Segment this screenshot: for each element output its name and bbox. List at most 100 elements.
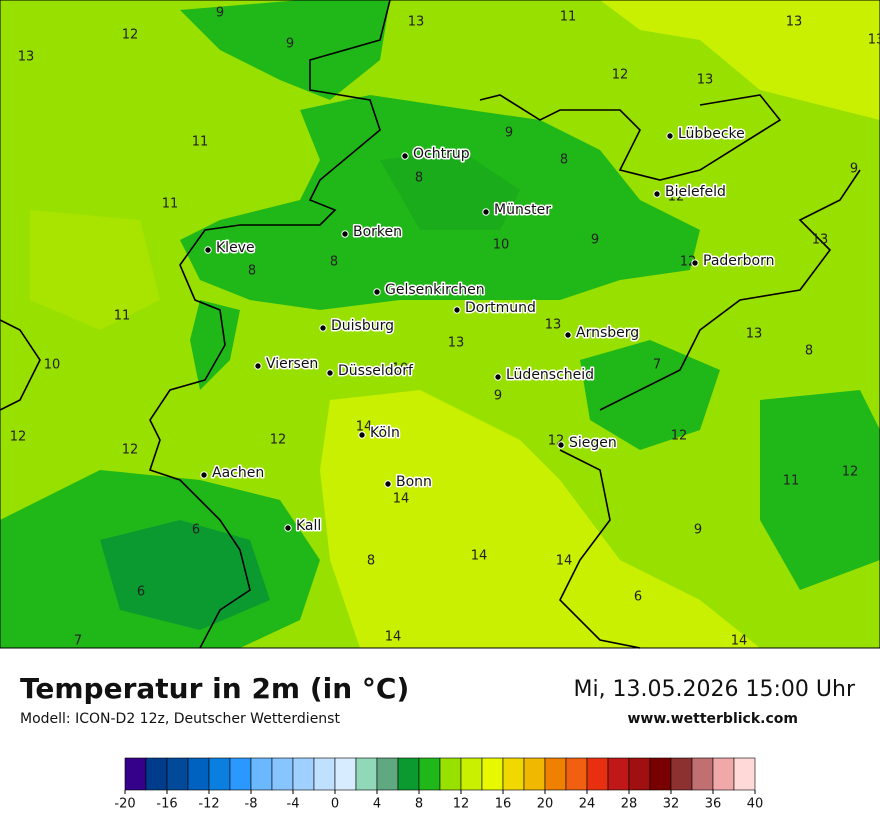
footer: Temperatur in 2m (in °C) Modell: ICON-D2… xyxy=(20,672,856,727)
city-dot xyxy=(200,471,208,479)
temperature-label: 12 xyxy=(680,255,697,270)
borders xyxy=(0,0,861,649)
title: Temperatur in 2m (in °C) xyxy=(20,672,409,705)
temperature-label: 11 xyxy=(783,474,800,489)
city-dot xyxy=(373,288,381,296)
temperature-label: 12 xyxy=(10,430,27,445)
date: Mi, 13.05.2026 15:00 Uhr xyxy=(573,677,855,702)
temperature-label: 9 xyxy=(494,389,502,404)
temperature-label: 14 xyxy=(471,549,488,564)
city-dot xyxy=(358,431,366,439)
temperature-label: 11 xyxy=(560,10,577,25)
city-label: Lüdenscheid xyxy=(506,367,594,383)
colorbar-tick-label: -20 xyxy=(114,797,135,812)
colorbar-bin xyxy=(229,757,252,791)
colorbar-bin xyxy=(250,757,273,791)
city-label: Duisburg xyxy=(331,318,394,334)
map-layer: 9 13 11 13 13 12 9 13 12 13 11 9 8 8 9 11 12 10 9 13 8 8 12 11 1… xyxy=(10,6,880,649)
colorbar-tick-label: 4 xyxy=(373,797,381,812)
temperature-label: 13 xyxy=(812,233,829,248)
temperature-label: 14 xyxy=(385,630,402,645)
website: www.wetterblick.com xyxy=(628,711,799,727)
colorbar-bin xyxy=(712,757,735,791)
city-label: Arnsberg xyxy=(576,325,639,341)
colorbar-bin xyxy=(271,757,294,791)
temperature-label: 12 xyxy=(270,433,287,448)
colorbar-bin xyxy=(544,757,567,791)
colorbar-bin xyxy=(460,757,483,791)
city-dot xyxy=(494,373,502,381)
city-label: Bielefeld xyxy=(665,184,726,200)
city-label: Düsseldorf xyxy=(338,363,414,379)
colorbar-bin xyxy=(124,757,147,791)
colorbar-bin xyxy=(670,757,693,791)
temperature-label: 13 xyxy=(448,336,465,351)
colorbar: -20 -16 -12 -8 -4 0 4 8 12 16 20 24 28 32 36 40 xyxy=(114,757,764,812)
city-label: Ochtrup xyxy=(413,146,470,162)
temperature-label: 14 xyxy=(556,554,573,569)
temperature-label: 8 xyxy=(560,153,568,168)
temperature-label: 12 xyxy=(842,465,859,480)
colorbar-tick-label: 16 xyxy=(495,797,512,812)
city-label: Gelsenkirchen xyxy=(385,282,485,298)
subtitle: Modell: ICON-D2 12z, Deutscher Wetterdie… xyxy=(20,711,340,727)
colorbar-tick-label: -4 xyxy=(287,797,300,812)
city-dot xyxy=(691,259,699,267)
temperature-label: 12 xyxy=(122,28,139,43)
colorbar-bin xyxy=(523,757,546,791)
temperature-label: 13 xyxy=(786,15,803,30)
city-label: Bonn xyxy=(396,474,432,490)
colorbar-tick-label: -16 xyxy=(156,797,177,812)
city-dot xyxy=(401,152,409,160)
temperature-label: 8 xyxy=(415,171,423,186)
colorbar-bin xyxy=(376,757,399,791)
city-dot xyxy=(326,369,334,377)
colorbar-bin xyxy=(733,757,756,791)
temperature-label: 14 xyxy=(731,634,748,649)
colorbar-bin xyxy=(586,757,609,791)
colorbar-bin xyxy=(208,757,231,791)
colorbar-bin xyxy=(607,757,630,791)
temperature-label: 13 xyxy=(408,15,425,30)
colorbar-tick-label: 36 xyxy=(705,797,722,812)
map-frame xyxy=(0,0,880,649)
temperature-label: 9 xyxy=(591,233,599,248)
temperature-label: 7 xyxy=(653,358,661,373)
temperature-label: 14 xyxy=(356,420,373,435)
city-label: Münster xyxy=(494,202,551,218)
colorbar-tick-label: 32 xyxy=(663,797,680,812)
city-dot xyxy=(653,190,661,198)
temperature-label: 14 xyxy=(393,492,410,507)
colorbar-bin xyxy=(166,757,189,791)
city-label: Kall xyxy=(296,518,321,534)
temperature-label: 13 xyxy=(868,33,880,48)
temperature-label: 12 xyxy=(668,190,685,205)
temperature-label: 10 xyxy=(44,358,61,373)
temperature-label: 8 xyxy=(367,554,375,569)
city-label: Viersen xyxy=(266,356,318,372)
city-label: Borken xyxy=(353,224,402,240)
colorbar-tick-label: 40 xyxy=(747,797,764,812)
city-label: Lübbecke xyxy=(678,126,745,142)
temperature-label: 8 xyxy=(805,344,813,359)
temperature-label: 9 xyxy=(505,126,513,141)
temperature-label: 13 xyxy=(18,50,35,65)
temperature-label: 9 xyxy=(850,162,858,177)
colorbar-bin xyxy=(565,757,588,791)
city-label: Aachen xyxy=(212,465,264,481)
colorbar-tick-label: 28 xyxy=(621,797,638,812)
colorbar-tick-label: 20 xyxy=(537,797,554,812)
temperature-label: 9 xyxy=(694,523,702,538)
city-label: Köln xyxy=(370,425,400,441)
temperature-label: 7 xyxy=(74,634,82,649)
colorbar-bin xyxy=(145,757,168,791)
colorbar-bin xyxy=(439,757,462,791)
temperature-label: 13 xyxy=(545,318,562,333)
colorbar-tick-label: 0 xyxy=(331,797,339,812)
temperature-label: 12 xyxy=(671,429,688,444)
city-dot xyxy=(564,331,572,339)
city-label: Dortmund xyxy=(465,300,536,316)
colorbar-tick-label: 12 xyxy=(453,797,470,812)
